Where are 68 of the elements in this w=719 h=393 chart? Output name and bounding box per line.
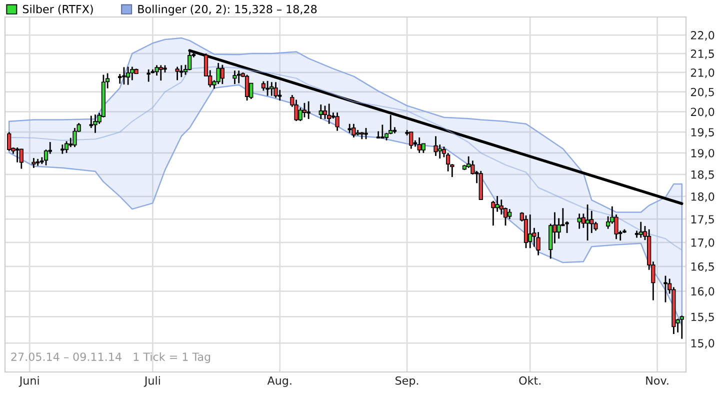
candlestick — [158, 64, 163, 82]
candlestick — [294, 99, 298, 122]
candlestick — [524, 214, 528, 249]
candlestick — [495, 195, 500, 212]
y-tick-label: 17,0 — [691, 238, 714, 248]
x-tick-label: Aug. — [267, 376, 292, 387]
candlestick — [274, 81, 278, 98]
legend-label: Silber (RTFX) — [22, 4, 93, 15]
candlestick — [528, 214, 532, 249]
y-tick-label: 16,5 — [691, 262, 714, 272]
candlestick — [585, 204, 590, 242]
annotation: 27.05.14 – 09.11.14 1 Tick = 1 Tag — [11, 352, 210, 364]
candlestick — [244, 74, 250, 102]
y-tick-label: 21,5 — [690, 50, 714, 60]
x-tick-label: Juni — [18, 376, 39, 387]
x-tick-label: Nov. — [646, 376, 668, 385]
candlestick — [352, 123, 356, 138]
candlestick — [327, 103, 332, 125]
candlestick — [19, 148, 24, 170]
candlestick — [638, 221, 643, 238]
candlestick — [491, 200, 496, 226]
candlestick — [536, 231, 540, 256]
y-tick-label: 19,5 — [691, 128, 714, 138]
candlestick — [126, 66, 130, 86]
candlestick — [380, 124, 386, 138]
candlestick — [322, 105, 328, 120]
candlestick — [232, 70, 237, 85]
candlestick — [220, 64, 224, 85]
candlestick — [662, 275, 668, 303]
candlestick — [438, 144, 442, 160]
candlestick — [298, 107, 302, 122]
y-tick-label: 16,0 — [691, 287, 714, 297]
y-tick-label: 20,0 — [690, 108, 714, 118]
candlestick — [306, 100, 312, 120]
y-tick-label: 15,0 — [691, 339, 714, 349]
candlestick — [556, 217, 561, 240]
candlestick — [409, 131, 414, 150]
candlestick — [216, 62, 220, 85]
y-tick-label: 17,5 — [691, 215, 714, 225]
candlestick — [64, 140, 69, 154]
candlestick — [335, 112, 340, 132]
candlestick — [417, 136, 422, 154]
y-tick-label: 20,5 — [690, 88, 714, 98]
candlestick — [93, 114, 98, 134]
candlestick — [32, 157, 36, 169]
candlestick — [72, 127, 77, 148]
x-tick-label: Sep. — [396, 376, 418, 387]
candlestick — [130, 66, 134, 81]
y-tick-label: 18,0 — [691, 192, 714, 202]
y-tick-label: 21,0 — [690, 68, 714, 78]
y-tick-label: 22,0 — [690, 31, 714, 41]
legend-label: Bollinger (20, 2): 15,328 – 18,28 — [138, 4, 317, 16]
candlestick — [270, 81, 274, 96]
y-tick-label: 18,5 — [691, 170, 714, 180]
candlestick — [302, 102, 307, 118]
y-tick-label: 15,5 — [691, 312, 714, 322]
candlestick — [60, 144, 66, 155]
x-tick-label: Okt. — [519, 376, 540, 385]
candlestick — [508, 208, 512, 220]
y-tick-label: 19,0 — [691, 148, 714, 158]
x-tick-label: Juli — [144, 376, 160, 387]
candlestick — [175, 66, 180, 81]
candlestick — [154, 64, 159, 76]
candlestick — [7, 131, 12, 152]
candlestick — [434, 136, 438, 157]
candlestick — [318, 104, 323, 120]
candlestick — [577, 212, 582, 230]
candlestick — [121, 66, 127, 86]
